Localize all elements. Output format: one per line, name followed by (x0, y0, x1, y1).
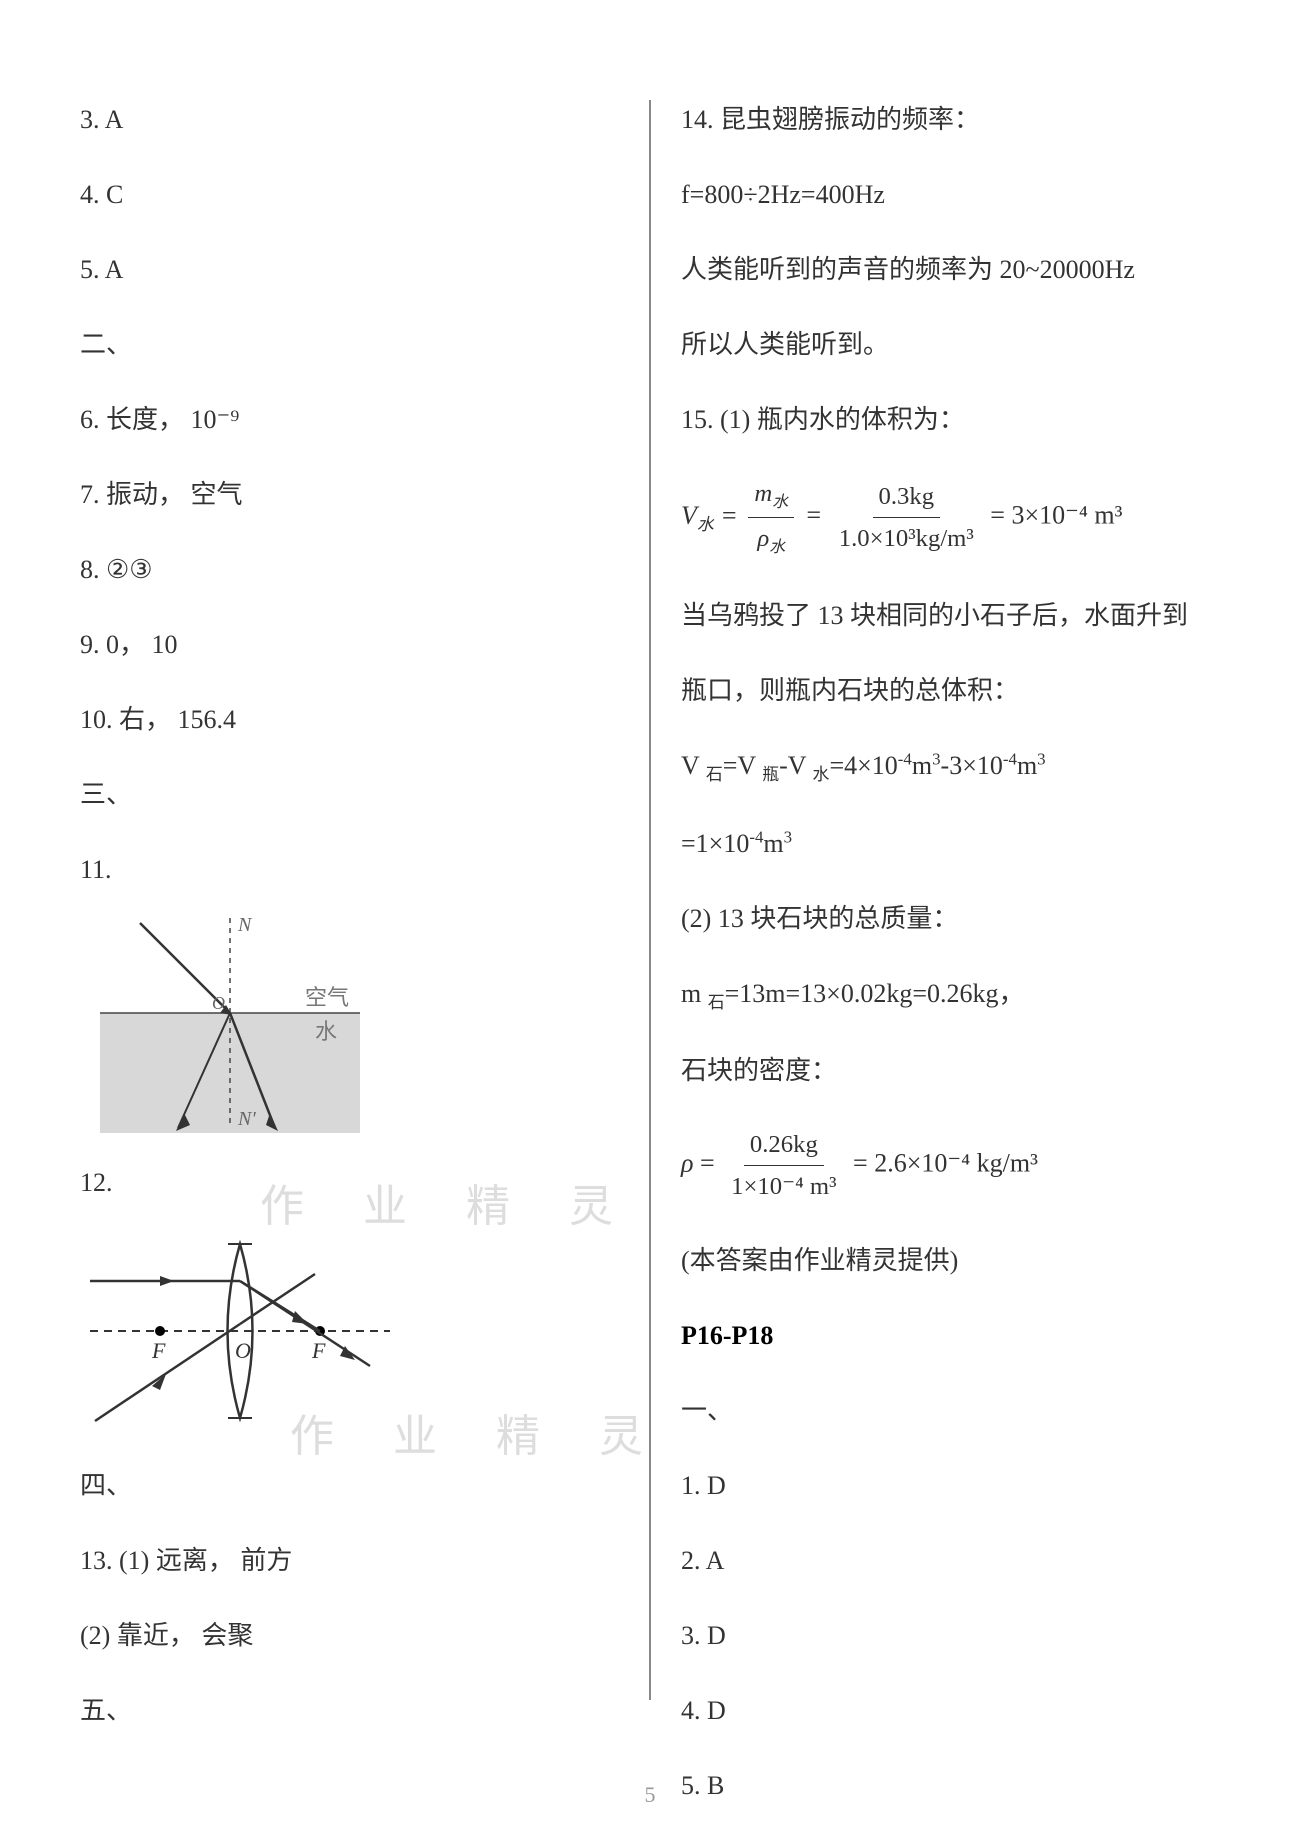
answer-14-line2: f=800÷2Hz=400Hz (681, 175, 1220, 214)
answer-8: 8. ②③ (80, 550, 619, 589)
answer-15-line5: =1×10-4m3 (681, 824, 1220, 863)
section-2-heading: 二、 (80, 325, 619, 364)
lens-diagram: F O F (90, 1226, 390, 1436)
svg-text:O: O (235, 1338, 251, 1363)
svg-text:N: N (237, 914, 253, 936)
answer-3: 3. A (80, 100, 619, 139)
answer-5: 5. A (80, 250, 619, 289)
answer-15-line4: V 石=V 瓶-V 水=4×10-4m3-3×10-4m3 (681, 746, 1220, 788)
eq-result-2: = 2.6×10⁻⁴ kg/m³ (853, 1149, 1038, 1178)
svg-text:N': N' (237, 1108, 256, 1130)
section-3-heading: 三、 (80, 775, 619, 814)
left-column: 3. A 4. C 5. A 二、 6. 长度， 10⁻⁹ 7. 振动， 空气 … (80, 100, 649, 1700)
answer-15-line6: (2) 13 块石块的总质量： (681, 899, 1220, 938)
p16-answer-3: 3. D (681, 1616, 1220, 1655)
answer-15-line7: m 石=13m=13×0.02kg=0.26kg， (681, 974, 1220, 1016)
page-container: 3. A 4. C 5. A 二、 6. 长度， 10⁻⁹ 7. 振动， 空气 … (0, 0, 1300, 1760)
right-column: 14. 昆虫翅膀振动的频率： f=800÷2Hz=400Hz 人类能听到的声音的… (651, 100, 1220, 1700)
svg-text:O: O (212, 993, 225, 1013)
answer-15-line3: 瓶口，则瓶内石块的总体积： (681, 671, 1220, 710)
answer-9: 9. 0， 10 (80, 625, 619, 664)
svg-text:F: F (151, 1338, 166, 1363)
eq-prefix: ρ = (681, 1149, 721, 1178)
refraction-diagram: N O N' 空气 水 (100, 913, 360, 1133)
answer-6: 6. 长度， 10⁻⁹ (80, 400, 619, 439)
equation-15-1: V水 = m水 ρ水 = 0.3kg 1.0×10³kg/m³ = 3×10⁻⁴… (681, 475, 1220, 560)
svg-text:水: 水 (315, 1019, 337, 1044)
answer-14-line3: 人类能听到的声音的频率为 20~20000Hz (681, 250, 1220, 289)
answer-15-line2: 当乌鸦投了 13 块相同的小石子后，水面升到 (681, 596, 1220, 635)
svg-text:空气: 空气 (305, 985, 349, 1010)
answer-7: 7. 振动， 空气 (80, 475, 619, 514)
answer-11-label: 11. (80, 850, 619, 889)
page-number: 5 (0, 1782, 1300, 1808)
section-1-heading: 一、 (681, 1391, 1220, 1430)
fraction-1: m水 ρ水 (748, 475, 794, 560)
eq-var: V水 = (681, 501, 744, 530)
answer-15-line1: 15. (1) 瓶内水的体积为： (681, 400, 1220, 439)
page-range-heading: P16-P18 (681, 1316, 1220, 1355)
answer-14-line4: 所以人类能听到。 (681, 325, 1220, 364)
answer-4: 4. C (80, 175, 619, 214)
answer-15-line8: 石块的密度： (681, 1051, 1220, 1090)
section-5-heading: 五、 (80, 1691, 619, 1730)
p16-answer-4: 4. D (681, 1691, 1220, 1730)
fraction-2: 0.3kg 1.0×10³kg/m³ (833, 478, 980, 557)
credit-line: (本答案由作业精灵提供) (681, 1241, 1220, 1280)
answer-13-1: 13. (1) 远离， 前方 (80, 1541, 619, 1580)
answer-10: 10. 右， 156.4 (80, 700, 619, 739)
answer-14-line1: 14. 昆虫翅膀振动的频率： (681, 100, 1220, 139)
eq-equals: = (805, 501, 829, 530)
svg-text:F: F (311, 1338, 326, 1363)
eq-result: = 3×10⁻⁴ m³ (990, 501, 1122, 530)
equation-15-2: ρ = 0.26kg 1×10⁻⁴ m³ = 2.6×10⁻⁴ kg/m³ (681, 1126, 1220, 1205)
answer-13-2: (2) 靠近， 会聚 (80, 1616, 619, 1655)
p16-answer-1: 1. D (681, 1466, 1220, 1505)
p16-answer-2: 2. A (681, 1541, 1220, 1580)
answer-12-label: 12. (80, 1163, 619, 1202)
section-4-heading: 四、 (80, 1466, 619, 1505)
fraction-3: 0.26kg 1×10⁻⁴ m³ (725, 1126, 842, 1205)
